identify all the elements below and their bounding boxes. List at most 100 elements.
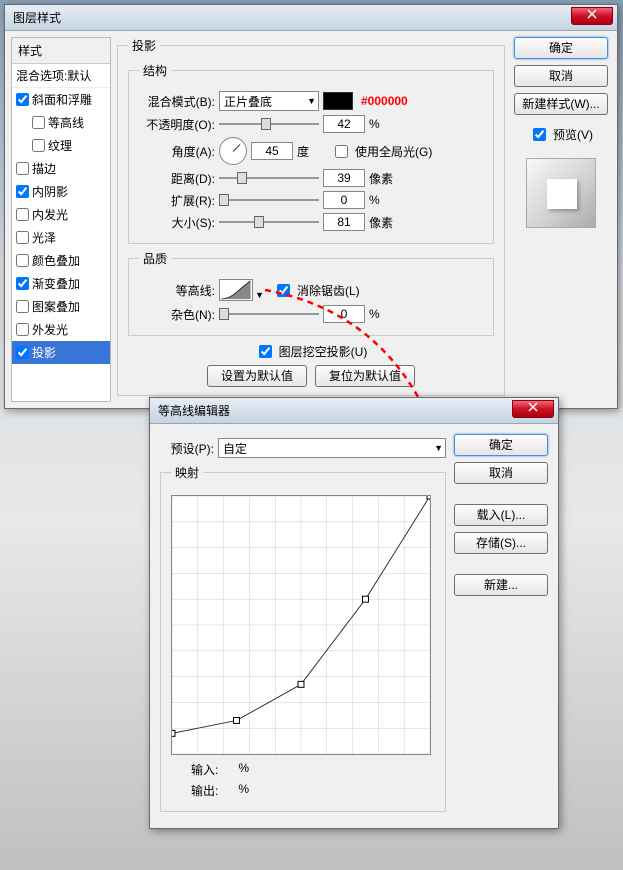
drop-shadow-fieldset: 投影 结构 混合模式(B): 正片叠底 ▼ #000000 不透明度(O): <box>117 37 505 396</box>
color-swatch[interactable] <box>323 92 353 110</box>
style-checkbox[interactable] <box>16 208 29 221</box>
style-item-label: 外发光 <box>32 321 68 338</box>
preview-label: 预览(V) <box>553 126 593 143</box>
global-light-checkbox[interactable] <box>335 145 348 158</box>
preview-thumbnail <box>526 158 596 228</box>
style-item-渐变叠加[interactable]: 渐变叠加 <box>12 272 110 295</box>
preview-checkbox[interactable] <box>533 128 546 141</box>
antialias-checkbox[interactable] <box>277 284 290 297</box>
reset-default-button[interactable]: 复位为默认值 <box>315 365 415 387</box>
size-label: 大小(S): <box>139 214 215 231</box>
style-item-label: 内阴影 <box>32 183 68 200</box>
knockout-label: 图层挖空投影(U) <box>279 343 368 360</box>
output-label: 输出: <box>191 782 218 799</box>
close-button[interactable] <box>571 7 613 25</box>
antialias-label: 消除锯齿(L) <box>297 282 360 299</box>
style-checkbox[interactable] <box>16 277 29 290</box>
cancel-button[interactable]: 取消 <box>514 65 608 87</box>
distance-slider[interactable] <box>219 170 319 186</box>
style-item-颜色叠加[interactable]: 颜色叠加 <box>12 249 110 272</box>
style-item-描边[interactable]: 描边 <box>12 157 110 180</box>
titlebar[interactable]: 图层样式 <box>5 5 617 31</box>
style-checkbox[interactable] <box>16 254 29 267</box>
blend-mode-dropdown[interactable]: 正片叠底 ▼ <box>219 91 319 111</box>
style-item-label: 描边 <box>32 160 56 177</box>
style-checkbox[interactable] <box>16 323 29 336</box>
style-item-label: 纹理 <box>48 137 72 154</box>
curve-editor[interactable] <box>171 495 431 755</box>
angle-label: 角度(A): <box>139 143 215 160</box>
style-checkbox[interactable] <box>16 346 29 359</box>
set-default-button[interactable]: 设置为默认值 <box>207 365 307 387</box>
new-button[interactable]: 新建... <box>454 574 548 596</box>
contour-picker[interactable]: ▼ <box>219 279 253 301</box>
size-input[interactable] <box>323 213 365 231</box>
close-button[interactable] <box>512 400 554 418</box>
contour-label: 等高线: <box>139 282 215 299</box>
save-button[interactable]: 存储(S)... <box>454 532 548 554</box>
global-light-label: 使用全局光(G) <box>355 143 432 160</box>
knockout-checkbox[interactable] <box>259 345 272 358</box>
output-unit: % <box>238 782 249 799</box>
contour-buttons: 确定 取消 载入(L)... 存储(S)... 新建... <box>454 434 548 818</box>
size-slider[interactable] <box>219 214 319 230</box>
opacity-input[interactable] <box>323 115 365 133</box>
style-item-label: 渐变叠加 <box>32 275 80 292</box>
angle-input[interactable] <box>251 142 293 160</box>
style-checkbox[interactable] <box>16 300 29 313</box>
noise-label: 杂色(N): <box>139 306 215 323</box>
structure-group: 结构 混合模式(B): 正片叠底 ▼ #000000 不透明度(O): <box>128 62 494 244</box>
window-title: 等高线编辑器 <box>158 402 230 419</box>
style-checkbox[interactable] <box>16 185 29 198</box>
style-checkbox[interactable] <box>16 231 29 244</box>
style-item-光泽[interactable]: 光泽 <box>12 226 110 249</box>
blend-options-item[interactable]: 混合选项:默认 <box>12 64 110 88</box>
style-item-图案叠加[interactable]: 图案叠加 <box>12 295 110 318</box>
preset-dropdown[interactable]: 自定 ▼ <box>218 438 446 458</box>
style-item-外发光[interactable]: 外发光 <box>12 318 110 341</box>
style-item-内阴影[interactable]: 内阴影 <box>12 180 110 203</box>
settings-panel: 投影 结构 混合模式(B): 正片叠底 ▼ #000000 不透明度(O): <box>117 37 505 402</box>
angle-dial[interactable] <box>219 137 247 165</box>
style-item-label: 图案叠加 <box>32 298 80 315</box>
opacity-slider[interactable] <box>219 116 319 132</box>
style-item-等高线[interactable]: 等高线 <box>12 111 110 134</box>
ok-button[interactable]: 确定 <box>454 434 548 456</box>
input-unit: % <box>238 761 249 778</box>
style-item-斜面和浮雕[interactable]: 斜面和浮雕 <box>12 88 110 111</box>
mapping-group: 映射 输入: % 输出: % <box>160 464 446 812</box>
style-item-label: 光泽 <box>32 229 56 246</box>
noise-input[interactable] <box>323 305 365 323</box>
load-button[interactable]: 载入(L)... <box>454 504 548 526</box>
style-item-投影[interactable]: 投影 <box>12 341 110 364</box>
spread-slider[interactable] <box>219 192 319 208</box>
style-item-内发光[interactable]: 内发光 <box>12 203 110 226</box>
quality-group: 品质 等高线: ▼ 消除锯齿(L) 杂色(N): <box>128 250 494 336</box>
layer-style-window: 图层样式 样式 混合选项:默认 斜面和浮雕等高线纹理描边内阴影内发光光泽颜色叠加… <box>4 4 618 409</box>
style-checkbox[interactable] <box>16 162 29 175</box>
style-checkbox[interactable] <box>32 116 45 129</box>
style-list: 样式 混合选项:默认 斜面和浮雕等高线纹理描边内阴影内发光光泽颜色叠加渐变叠加图… <box>11 37 111 402</box>
chevron-down-icon: ▼ <box>255 290 264 300</box>
input-label: 输入: <box>191 761 218 778</box>
spread-input[interactable] <box>323 191 365 209</box>
style-item-label: 内发光 <box>32 206 68 223</box>
style-item-label: 投影 <box>32 344 56 361</box>
noise-slider[interactable] <box>219 306 319 322</box>
ok-button[interactable]: 确定 <box>514 37 608 59</box>
right-panel: 确定 取消 新建样式(W)... 预览(V) <box>511 37 611 402</box>
distance-input[interactable] <box>323 169 365 187</box>
chevron-down-icon: ▼ <box>434 443 443 453</box>
style-item-纹理[interactable]: 纹理 <box>12 134 110 157</box>
contour-editor-window: 等高线编辑器 预设(P): 自定 ▼ 映射 输入: % <box>149 397 559 829</box>
style-list-header: 样式 <box>12 38 110 64</box>
cancel-button[interactable]: 取消 <box>454 462 548 484</box>
style-checkbox[interactable] <box>32 139 45 152</box>
titlebar[interactable]: 等高线编辑器 <box>150 398 558 424</box>
style-item-label: 斜面和浮雕 <box>32 91 92 108</box>
distance-label: 距离(D): <box>139 170 215 187</box>
hex-annotation: #000000 <box>361 94 408 108</box>
panel-title: 投影 <box>128 37 160 54</box>
style-checkbox[interactable] <box>16 93 29 106</box>
new-style-button[interactable]: 新建样式(W)... <box>514 93 608 115</box>
